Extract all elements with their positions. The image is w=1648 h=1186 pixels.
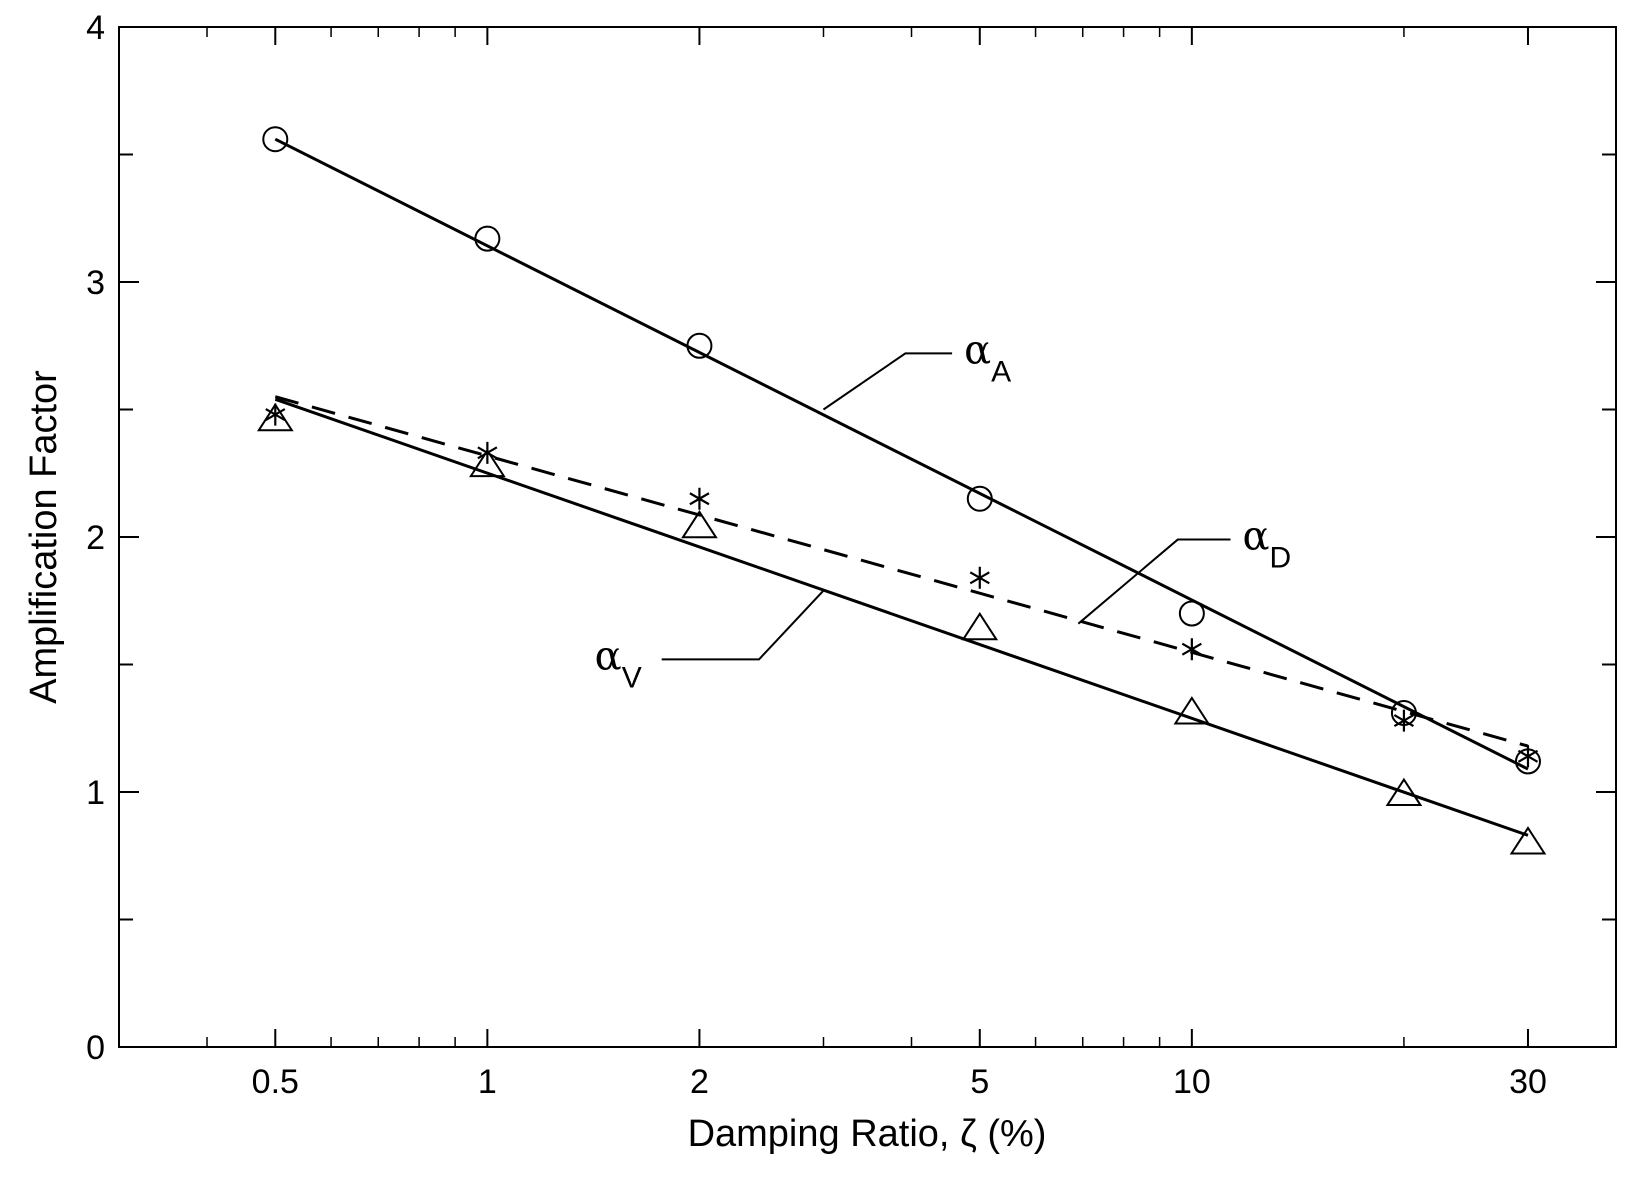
x-tick-label: 2: [690, 1063, 709, 1101]
y-tick-label: 1: [86, 774, 105, 812]
circle-marker: [687, 334, 711, 358]
x-tick-label: 5: [970, 1063, 989, 1101]
annotation-subscript: A: [991, 355, 1011, 388]
annotation-label-d: αD: [1242, 514, 1291, 575]
annotation-subscript: D: [1270, 542, 1292, 575]
x-tick-label: 0.5: [252, 1063, 299, 1101]
annotation-symbol: α: [1242, 514, 1269, 560]
asterisk-marker: [1182, 638, 1201, 660]
x-tick-label: 10: [1173, 1063, 1211, 1101]
annotation-label-a: αA: [964, 327, 1011, 388]
fit-line-v: [275, 399, 1528, 835]
fit-line-a: [275, 139, 1528, 769]
circle-marker: [1180, 602, 1204, 626]
annotation-symbol: α: [964, 327, 991, 373]
fit-lines: [275, 139, 1528, 835]
annotation-leader-v: [662, 591, 824, 660]
data-markers: [259, 127, 1545, 853]
plot-frame: [119, 27, 1616, 1047]
y-tick-label: 4: [86, 9, 105, 47]
triangle-marker: [963, 614, 996, 640]
y-tick-label: 3: [86, 264, 105, 302]
asterisk-marker: [970, 567, 989, 589]
axis-tick-labels: 0.5 1 2 5 10 30 0 1 2 3 4: [86, 9, 1547, 1101]
axis-ticks: [119, 27, 1616, 1047]
y-tick-label: 2: [86, 519, 105, 557]
annotation-subscript: V: [622, 661, 642, 694]
x-tick-label: 30: [1509, 1063, 1547, 1101]
x-axis-title: Damping Ratio, ζ (%): [688, 1113, 1047, 1155]
y-axis-title: Amplification Factor: [23, 370, 65, 704]
y-tick-label: 0: [86, 1029, 105, 1067]
fit-line-d: [275, 397, 1528, 746]
x-tick-label: 1: [478, 1063, 497, 1101]
asterisk-marker: [690, 488, 709, 510]
annotation-symbol: α: [595, 633, 622, 679]
annotation-label-v: αV: [595, 633, 642, 694]
asterisk-marker: [1518, 745, 1537, 767]
annotation-leader-a: [823, 353, 952, 409]
